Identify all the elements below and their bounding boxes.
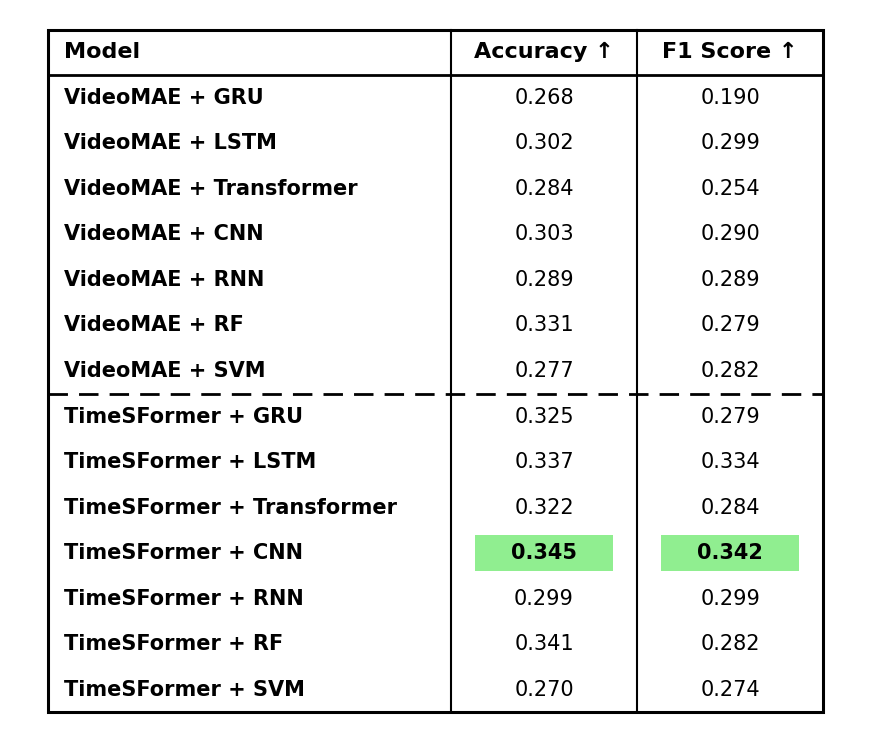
- Text: 0.270: 0.270: [514, 680, 574, 700]
- Bar: [661, 535, 799, 571]
- Text: 0.268: 0.268: [514, 88, 574, 108]
- Text: 0.254: 0.254: [700, 179, 760, 199]
- Text: 0.334: 0.334: [700, 452, 760, 472]
- Text: 0.299: 0.299: [700, 134, 760, 154]
- Text: 0.289: 0.289: [700, 270, 760, 290]
- Text: 0.277: 0.277: [514, 361, 574, 381]
- Text: 0.299: 0.299: [700, 588, 760, 608]
- Bar: [476, 535, 612, 571]
- Text: 0.284: 0.284: [514, 179, 574, 199]
- Bar: [48, 30, 823, 712]
- Text: 0.325: 0.325: [514, 407, 574, 427]
- Text: VideoMAE + Transformer: VideoMAE + Transformer: [64, 179, 357, 199]
- Text: VideoMAE + SVM: VideoMAE + SVM: [64, 361, 265, 381]
- Text: 0.190: 0.190: [700, 88, 760, 108]
- Text: 0.299: 0.299: [514, 588, 574, 608]
- Text: 0.337: 0.337: [514, 452, 574, 472]
- Text: TimeSFormer + LSTM: TimeSFormer + LSTM: [64, 452, 316, 472]
- Text: 0.341: 0.341: [514, 634, 574, 654]
- Text: 0.289: 0.289: [514, 270, 574, 290]
- Text: F1 Score ↑: F1 Score ↑: [662, 42, 798, 62]
- Text: 0.342: 0.342: [697, 543, 763, 563]
- Text: 0.302: 0.302: [514, 134, 574, 154]
- Text: Accuracy ↑: Accuracy ↑: [474, 42, 614, 62]
- Text: TimeSFormer + CNN: TimeSFormer + CNN: [64, 543, 302, 563]
- Text: 0.279: 0.279: [700, 315, 760, 335]
- Text: 0.345: 0.345: [511, 543, 577, 563]
- Text: VideoMAE + RNN: VideoMAE + RNN: [64, 270, 264, 290]
- Text: TimeSFormer + SVM: TimeSFormer + SVM: [64, 680, 305, 700]
- Text: VideoMAE + LSTM: VideoMAE + LSTM: [64, 134, 276, 154]
- Text: 0.282: 0.282: [700, 634, 760, 654]
- Text: Model: Model: [64, 42, 139, 62]
- Text: 0.282: 0.282: [700, 361, 760, 381]
- Text: 0.303: 0.303: [514, 225, 574, 244]
- Text: 0.274: 0.274: [700, 680, 760, 700]
- Text: 0.290: 0.290: [700, 225, 760, 244]
- Text: VideoMAE + GRU: VideoMAE + GRU: [64, 88, 263, 108]
- Text: 0.284: 0.284: [700, 498, 760, 517]
- Text: TimeSFormer + Transformer: TimeSFormer + Transformer: [64, 498, 396, 517]
- Text: TimeSFormer + RF: TimeSFormer + RF: [64, 634, 283, 654]
- Text: 0.322: 0.322: [514, 498, 574, 517]
- Text: 0.331: 0.331: [514, 315, 574, 335]
- Text: VideoMAE + CNN: VideoMAE + CNN: [64, 225, 263, 244]
- Text: TimeSFormer + GRU: TimeSFormer + GRU: [64, 407, 302, 427]
- Text: 0.279: 0.279: [700, 407, 760, 427]
- Text: TimeSFormer + RNN: TimeSFormer + RNN: [64, 588, 303, 608]
- Text: VideoMAE + RF: VideoMAE + RF: [64, 315, 244, 335]
